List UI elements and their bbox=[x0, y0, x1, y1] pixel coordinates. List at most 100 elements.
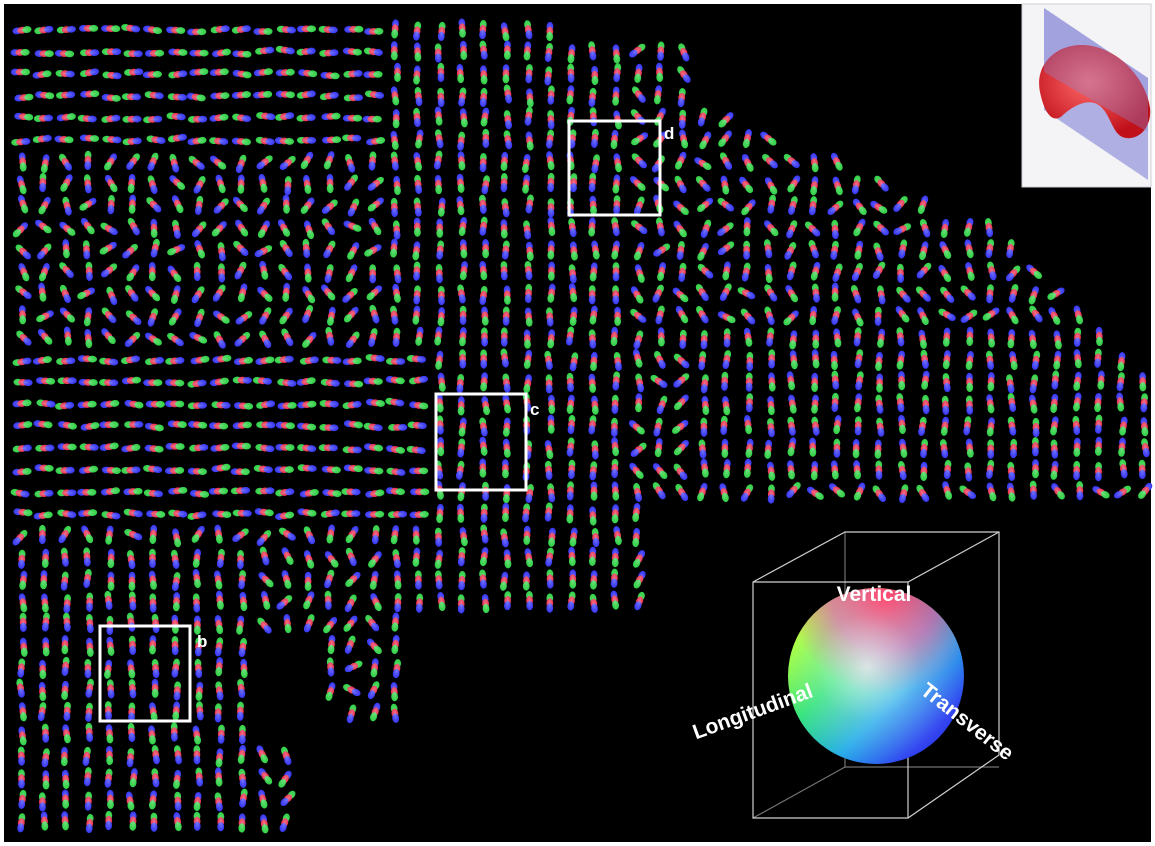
tensor-glyph bbox=[459, 305, 467, 325]
tensor-glyph bbox=[525, 64, 533, 84]
tensor-glyph bbox=[209, 68, 229, 77]
tensor-glyph bbox=[547, 414, 555, 434]
tensor-glyph bbox=[457, 151, 466, 171]
tensor-glyph bbox=[547, 172, 555, 193]
glyph-highlight bbox=[654, 85, 662, 104]
tensor-glyph bbox=[319, 91, 339, 101]
tensor-glyph bbox=[142, 70, 162, 79]
glyph-highlight bbox=[545, 43, 553, 62]
tensor-glyph bbox=[34, 49, 54, 58]
glyph-field bbox=[10, 18, 1153, 834]
tensor-glyph bbox=[148, 261, 156, 282]
tensor-glyph bbox=[318, 444, 338, 452]
tensor-glyph bbox=[854, 416, 862, 436]
tensor-glyph bbox=[56, 91, 76, 99]
tensor-glyph bbox=[102, 135, 122, 144]
glyph-highlight bbox=[479, 88, 488, 107]
glyph-highlight bbox=[390, 41, 398, 60]
tensor-glyph bbox=[232, 69, 252, 79]
tensor-glyph bbox=[500, 151, 509, 171]
glyph-highlight bbox=[743, 129, 752, 148]
glyph-highlight bbox=[38, 525, 47, 544]
glyph-highlight bbox=[366, 137, 385, 146]
glyph-highlight bbox=[437, 63, 445, 82]
tensor-glyph bbox=[124, 68, 144, 76]
tensor-glyph bbox=[101, 24, 121, 33]
tensor-glyph bbox=[58, 153, 73, 171]
glyph-highlight bbox=[14, 93, 33, 102]
tensor-glyph bbox=[210, 25, 230, 34]
tensor-glyph bbox=[232, 113, 252, 123]
tensor-glyph bbox=[343, 70, 363, 78]
tensor-glyph bbox=[300, 151, 314, 170]
tensor-glyph bbox=[457, 131, 466, 151]
tensor-glyph bbox=[479, 153, 487, 173]
glyph-highlight bbox=[698, 108, 707, 126]
glyph-highlight bbox=[833, 439, 841, 458]
tensor-glyph bbox=[82, 240, 91, 260]
tensor-glyph bbox=[745, 393, 754, 413]
tensor-glyph bbox=[413, 21, 422, 41]
glyph-highlight bbox=[390, 131, 399, 150]
glyph-highlight bbox=[987, 440, 995, 459]
glyph-highlight bbox=[275, 137, 294, 145]
tensor-glyph bbox=[567, 44, 576, 64]
tensor-glyph bbox=[150, 218, 158, 238]
glyph-highlight bbox=[210, 92, 229, 100]
glyph-highlight bbox=[655, 63, 664, 82]
glyph-highlight bbox=[391, 19, 399, 38]
tensor-glyph bbox=[296, 90, 316, 99]
tensor-glyph bbox=[363, 70, 383, 79]
tensor-glyph bbox=[230, 468, 250, 476]
tensor-glyph bbox=[629, 43, 646, 58]
tensor-glyph bbox=[613, 63, 622, 83]
tensor-glyph bbox=[341, 510, 361, 518]
glyph-highlight bbox=[409, 467, 428, 475]
glyph-highlight bbox=[435, 129, 444, 148]
glyph-highlight bbox=[434, 44, 442, 62]
tensor-glyph bbox=[502, 64, 510, 84]
glyph-highlight bbox=[591, 129, 599, 148]
tensor-glyph bbox=[523, 41, 532, 61]
glyph-highlight bbox=[256, 137, 275, 145]
glyph-highlight bbox=[437, 88, 445, 107]
tensor-glyph bbox=[35, 91, 55, 100]
tensor-glyph bbox=[208, 487, 229, 495]
tensor-glyph bbox=[275, 90, 295, 99]
glyph-highlight bbox=[479, 20, 487, 39]
glyph-highlight bbox=[301, 152, 313, 169]
tensor-glyph bbox=[322, 136, 342, 144]
glyph-highlight bbox=[168, 93, 187, 101]
tensor-glyph bbox=[34, 25, 54, 35]
tensor-glyph bbox=[435, 264, 443, 284]
glyph-highlight bbox=[80, 68, 99, 77]
tensor-glyph bbox=[545, 374, 553, 394]
glyph-highlight bbox=[322, 112, 340, 121]
tensor-glyph bbox=[831, 282, 839, 302]
tensor-glyph bbox=[678, 109, 687, 129]
tensor-glyph bbox=[746, 351, 754, 372]
tensor-glyph bbox=[12, 26, 32, 35]
glyph-highlight bbox=[547, 86, 555, 105]
tensor-glyph bbox=[812, 329, 820, 349]
tensor-glyph bbox=[588, 285, 596, 305]
tensor-glyph bbox=[830, 350, 838, 371]
tensor-glyph bbox=[121, 93, 141, 101]
tensor-glyph bbox=[80, 68, 99, 78]
glyph-highlight bbox=[678, 110, 687, 129]
glyph-highlight bbox=[147, 135, 165, 144]
tensor-glyph bbox=[344, 380, 364, 388]
tensor-glyph bbox=[35, 444, 55, 452]
tensor-glyph bbox=[434, 106, 443, 126]
glyph-highlight bbox=[102, 94, 121, 102]
tensor-glyph bbox=[718, 130, 732, 147]
glyph-highlight bbox=[566, 85, 575, 104]
glyph-highlight bbox=[319, 49, 338, 57]
glyph-highlight bbox=[368, 152, 377, 170]
glyph-highlight bbox=[612, 44, 621, 63]
tensor-glyph bbox=[188, 155, 205, 170]
glyph-highlight bbox=[102, 135, 121, 144]
tensor-glyph bbox=[237, 174, 245, 194]
tensor-glyph bbox=[187, 401, 207, 410]
tensor-glyph bbox=[524, 20, 533, 40]
